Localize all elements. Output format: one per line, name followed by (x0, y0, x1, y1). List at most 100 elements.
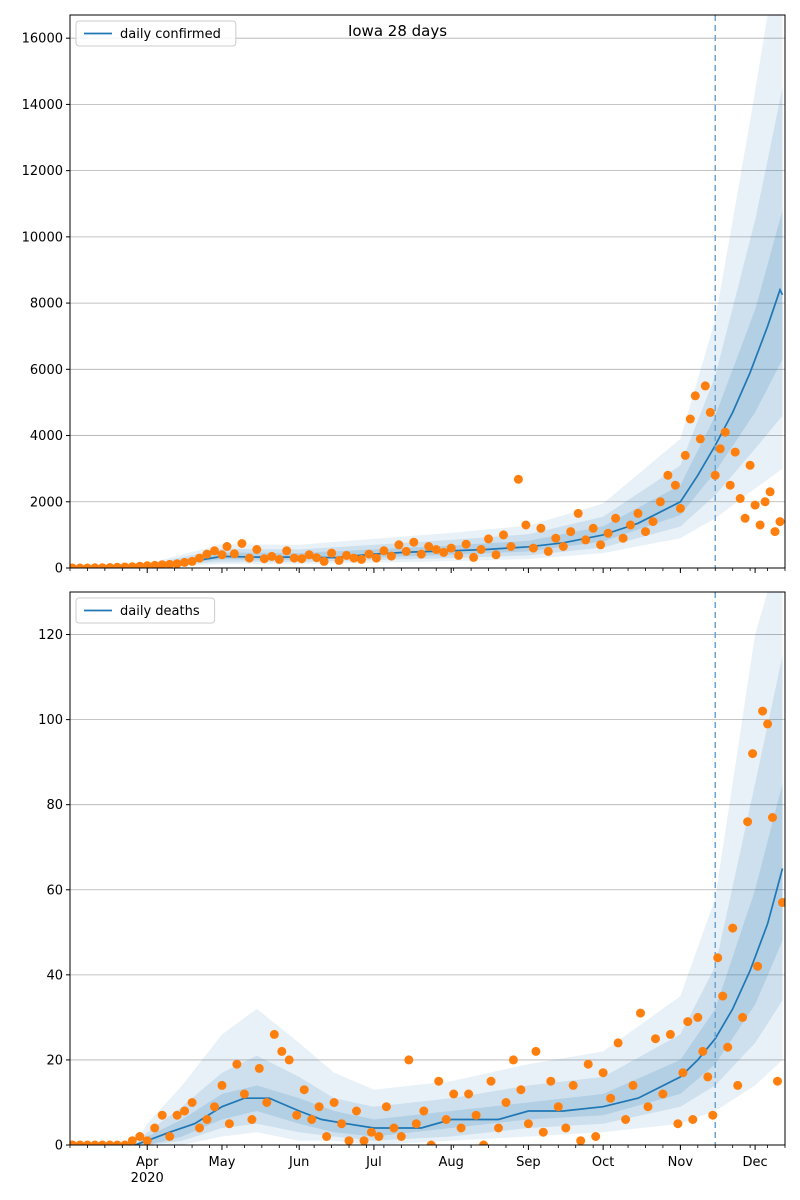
data-point (636, 1008, 645, 1018)
y-tick-label: 6000 (30, 363, 63, 378)
data-point (195, 553, 204, 563)
data-point (441, 1115, 451, 1124)
data-point (685, 414, 695, 424)
data-point (449, 1089, 459, 1099)
data-point (678, 1068, 688, 1078)
data-point (379, 546, 389, 556)
data-point (773, 1076, 782, 1086)
data-point (90, 1140, 100, 1145)
x-tick-label: Dec (743, 1155, 768, 1170)
y-tick-label: 20 (46, 1053, 63, 1068)
data-point (680, 450, 690, 460)
confirmed-panel: 0 2000 4000 6000 8000 10000 12000 14000 16000 Iow… (22, 14, 786, 577)
data-point (528, 543, 538, 553)
data-point (299, 1085, 309, 1095)
x-tick-label: May (209, 1155, 236, 1170)
x-tick-label: Oct (592, 1155, 614, 1170)
data-point (319, 556, 329, 566)
data-point (314, 1102, 324, 1112)
data-point (165, 1132, 175, 1141)
data-point (718, 991, 728, 1001)
data-point (566, 527, 576, 537)
data-point (337, 1119, 347, 1129)
y-tick-label: 14000 (22, 98, 63, 113)
data-point (494, 1123, 503, 1133)
data-point (322, 1132, 332, 1141)
data-point (252, 545, 262, 554)
data-point (695, 434, 705, 444)
data-point (688, 1115, 698, 1124)
data-point (112, 562, 122, 568)
data-point (765, 487, 775, 497)
confidence-band-95 (70, 15, 783, 568)
data-point (97, 563, 107, 568)
data-point (229, 549, 239, 559)
data-point (180, 1106, 190, 1116)
x-year-label: 2020 (131, 1171, 164, 1186)
data-point (75, 1140, 85, 1145)
data-point (499, 530, 508, 540)
data-point (454, 550, 464, 560)
data-point (486, 1076, 496, 1086)
data-point (327, 548, 337, 558)
data-point (758, 706, 768, 716)
data-point (700, 381, 710, 391)
chart-title: Iowa 28 days (348, 22, 447, 40)
data-point (693, 1012, 703, 1022)
data-point (501, 1098, 511, 1107)
data-point (558, 542, 568, 551)
data-point (523, 1119, 533, 1129)
y-tick-label: 2000 (30, 495, 63, 510)
data-point (409, 537, 419, 547)
data-point (70, 1140, 77, 1145)
data-point (606, 1093, 616, 1103)
data-point (284, 1055, 294, 1065)
data-point (259, 554, 269, 564)
data-point (232, 1059, 242, 1069)
data-point (491, 550, 501, 560)
data-point (150, 1123, 160, 1133)
data-point (342, 550, 351, 560)
data-point (665, 1029, 675, 1039)
data-point (217, 550, 227, 560)
data-point (633, 508, 643, 518)
axes-frame (69, 591, 786, 1146)
data-point (394, 540, 404, 550)
data-point (411, 1119, 421, 1129)
data-point (553, 1102, 563, 1112)
data-point (366, 1127, 376, 1137)
data-point (456, 1123, 466, 1133)
data-point (267, 551, 277, 561)
data-point (187, 556, 197, 566)
data-point (581, 535, 591, 545)
data-point (655, 497, 665, 507)
data-point (157, 1110, 167, 1120)
data-point (461, 539, 471, 549)
data-point (698, 1046, 708, 1056)
data-point (210, 1102, 219, 1112)
data-point (508, 1055, 518, 1065)
deaths-panel: 0 20 40 60 80 100 120 Apr May Jun Jul Aug Sep Oct Nov D… (38, 591, 786, 1186)
data-point (778, 898, 785, 907)
data-point (389, 1123, 399, 1133)
data-point (135, 1132, 145, 1141)
data-point (670, 480, 680, 490)
data-point (703, 1072, 713, 1082)
data-point (254, 1063, 264, 1073)
data-point (262, 1098, 272, 1107)
data-point (289, 553, 299, 563)
plot-area (70, 15, 785, 568)
data-point (120, 562, 130, 568)
data-point (690, 391, 700, 401)
data-point (740, 513, 750, 523)
data-point (596, 540, 606, 550)
data-point (195, 1123, 204, 1133)
data-point (728, 923, 738, 933)
data-point (763, 719, 773, 729)
y-tick-label: 40 (46, 968, 63, 983)
data-point (484, 534, 493, 544)
data-point (713, 953, 723, 963)
data-point (536, 523, 546, 533)
data-point (312, 553, 322, 563)
data-point (675, 503, 685, 513)
